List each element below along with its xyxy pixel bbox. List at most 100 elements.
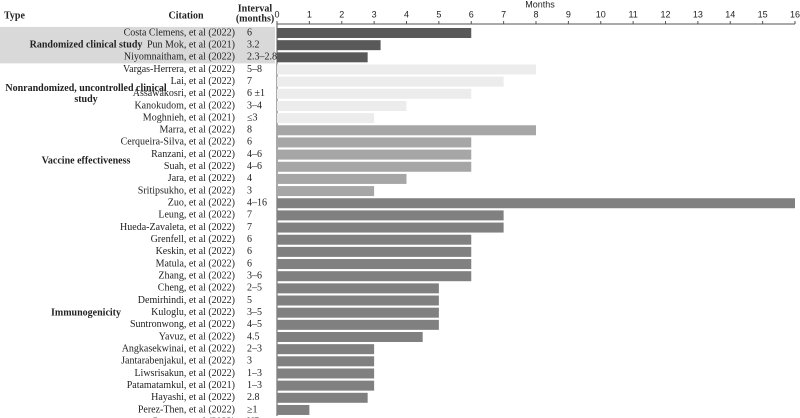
citation: Angkasekwinai, et al (2022) — [122, 343, 235, 354]
group-background — [0, 26, 275, 64]
citation: Niyomnaitham, et al (2022) — [124, 52, 235, 63]
citation: Assawakosri, et al (2022) — [133, 88, 235, 99]
citation: Sritipsukho, et al (2022) — [138, 185, 235, 196]
interval: 4–6 — [247, 161, 262, 172]
x-tick-label: 14 — [725, 9, 735, 19]
interval: 2.3–2.8 — [247, 52, 277, 63]
interval: 5 — [247, 295, 252, 306]
bar — [277, 332, 423, 342]
interval-header: (months) — [236, 13, 274, 24]
interval: 4–6 — [247, 149, 262, 160]
interval: 1–3 — [247, 380, 262, 391]
bar — [277, 210, 504, 221]
bar — [277, 307, 439, 318]
citation: Hayashi, et al (2022) — [151, 392, 235, 403]
bar — [277, 113, 375, 124]
x-tick-label: 4 — [404, 9, 409, 19]
x-tick-label: 8 — [533, 9, 538, 19]
bar — [277, 356, 375, 367]
interval: 4–16 — [247, 198, 267, 209]
citation: Cerqueira-Silva, et al (2022) — [121, 137, 235, 148]
bar — [277, 295, 439, 306]
interval: 3–4 — [247, 100, 262, 111]
x-tick-label: 5 — [436, 9, 441, 19]
citation: Yavuz, et al (2022) — [159, 331, 235, 342]
bar — [277, 161, 472, 172]
bar — [277, 64, 536, 75]
bar — [277, 137, 472, 148]
interval: 5–8 — [247, 64, 262, 75]
citation: Suntronwong, et al (2022) — [130, 319, 235, 330]
bar — [277, 186, 375, 197]
bar — [277, 100, 407, 111]
interval: 6 ±1 — [247, 88, 265, 99]
citation: Jantarabenjakul, et al (2022) — [121, 356, 235, 367]
bar — [277, 392, 368, 403]
bar — [277, 368, 375, 379]
interval: 2–5 — [247, 283, 262, 294]
citation: Matula, et al (2022) — [156, 258, 235, 269]
bar — [277, 198, 795, 209]
bar — [277, 173, 407, 184]
citation: Kanokudom, et al (2022) — [134, 100, 235, 111]
x-tick-label: 12 — [660, 9, 670, 19]
interval: 4.5 — [247, 331, 260, 342]
x-tick-label: 2 — [339, 9, 344, 19]
citation: Ranzani, et al (2022) — [151, 149, 235, 160]
interval: 3–6 — [247, 270, 262, 281]
interval: 4 — [247, 173, 252, 184]
x-tick-label: 11 — [628, 9, 637, 19]
citation: Pun Mok, et al (2021) — [147, 39, 235, 50]
x-tick-label: 15 — [758, 9, 768, 19]
interval: 3–5 — [247, 307, 262, 318]
citation: Cheng, et al (2022) — [158, 283, 235, 294]
citation: Perez-Then, et al (2022) — [138, 404, 235, 415]
bar — [277, 88, 472, 99]
citation: Campos, et al (2022) — [151, 416, 235, 418]
citation: Patamatamkul, et al (2021) — [127, 380, 235, 391]
bar — [277, 149, 472, 160]
group-label: Randomized clinical study — [29, 39, 143, 51]
bar — [277, 344, 375, 355]
type-header: Type — [4, 10, 25, 21]
citation: Zuo, et al (2022) — [168, 198, 235, 209]
interval: ≤3 — [247, 112, 258, 123]
interval: 3 — [247, 356, 252, 367]
citation: Grenfell, et al (2022) — [151, 234, 235, 245]
bar — [277, 319, 439, 330]
interval: 8 — [247, 125, 252, 136]
bar — [277, 222, 504, 233]
citation-header: Citation — [169, 10, 204, 21]
citation: Vargas-Herrera, et al (2022) — [123, 64, 235, 75]
group-label: Nonrandomized, uncontrolled clinical stu… — [5, 82, 167, 105]
interval: 2.8 — [247, 392, 260, 403]
x-tick-label: 1 — [307, 9, 312, 19]
bar — [277, 125, 536, 136]
x-axis-label: Months — [525, 0, 555, 9]
x-tick-label: 10 — [596, 9, 606, 19]
interval: 6 — [247, 137, 252, 148]
interval: 3 — [247, 185, 252, 196]
interval: ≥1 — [247, 404, 258, 415]
bar — [277, 380, 375, 391]
citation: Hueda-Zavaleta, et al (2022) — [120, 222, 235, 233]
interval: 7 — [247, 210, 252, 221]
interval: 6 — [247, 246, 252, 257]
interval: NR — [247, 416, 261, 418]
citation: Liwsrisakun, et al (2022) — [134, 368, 235, 379]
citation: Zhang, et al (2022) — [158, 270, 235, 281]
interval-header: Interval — [238, 3, 273, 14]
citation: Jara, et al (2022) — [168, 173, 235, 184]
citation: Moghnieh, et al (2021) — [143, 112, 235, 123]
interval: 7 — [247, 222, 252, 233]
interval: 7 — [247, 76, 252, 87]
group-label: Vaccine effectiveness — [41, 155, 131, 167]
interval: 4–5 — [247, 319, 262, 330]
citation: Lai, et al (2022) — [171, 76, 235, 87]
interval: 1–3 — [247, 368, 262, 379]
bar — [277, 283, 439, 294]
interval: 6 — [247, 27, 252, 38]
citation: Costa Clemens, et al (2022) — [124, 27, 235, 38]
